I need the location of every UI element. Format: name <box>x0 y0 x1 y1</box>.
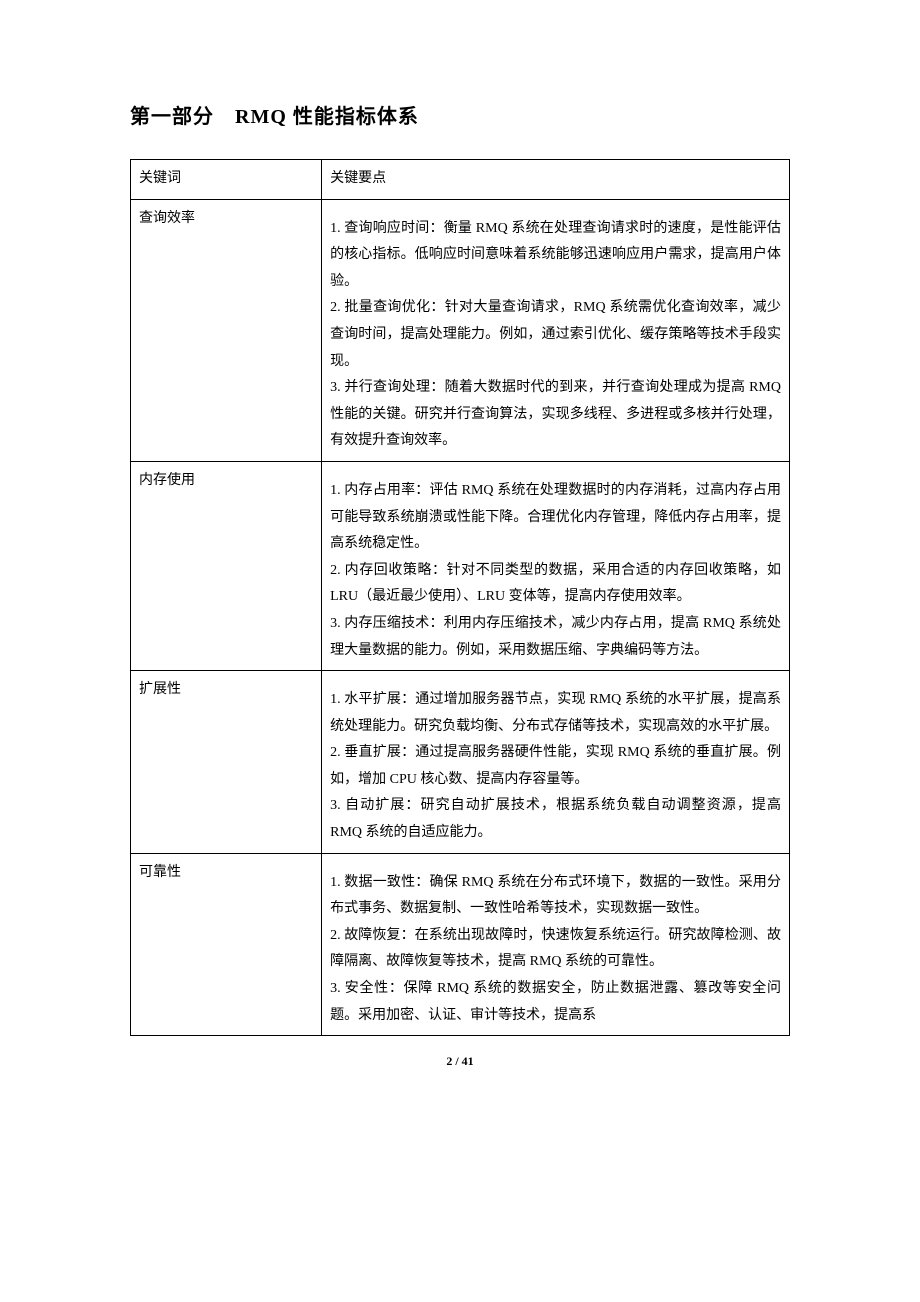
keyword-cell: 查询效率 <box>131 199 322 461</box>
content-cell: 1. 内存占用率：评估 RMQ 系统在处理数据时的内存消耗，过高内存占用可能导致… <box>322 461 790 670</box>
table-row: 可靠性 1. 数据一致性：确保 RMQ 系统在分布式环境下，数据的一致性。采用分… <box>131 853 790 1036</box>
content-text: 1. 查询响应时间：衡量 RMQ 系统在处理查询请求时的速度，是性能评估的核心指… <box>330 216 781 455</box>
content-text: 1. 水平扩展：通过增加服务器节点，实现 RMQ 系统的水平扩展，提高系统处理能… <box>330 687 781 847</box>
table-row: 内存使用 1. 内存占用率：评估 RMQ 系统在处理数据时的内存消耗，过高内存占… <box>131 461 790 670</box>
header-keyword: 关键词 <box>131 160 322 200</box>
content-cell: 1. 查询响应时间：衡量 RMQ 系统在处理查询请求时的速度，是性能评估的核心指… <box>322 199 790 461</box>
table-header-row: 关键词 关键要点 <box>131 160 790 200</box>
metrics-table: 关键词 关键要点 查询效率 1. 查询响应时间：衡量 RMQ 系统在处理查询请求… <box>130 159 790 1036</box>
table-row: 查询效率 1. 查询响应时间：衡量 RMQ 系统在处理查询请求时的速度，是性能评… <box>131 199 790 461</box>
content-text: 1. 内存占用率：评估 RMQ 系统在处理数据时的内存消耗，过高内存占用可能导致… <box>330 478 781 664</box>
content-cell: 1. 水平扩展：通过增加服务器节点，实现 RMQ 系统的水平扩展，提高系统处理能… <box>322 671 790 854</box>
section-title: 第一部分 RMQ 性能指标体系 <box>130 100 790 129</box>
header-keypoint: 关键要点 <box>322 160 790 200</box>
table-row: 扩展性 1. 水平扩展：通过增加服务器节点，实现 RMQ 系统的水平扩展，提高系… <box>131 671 790 854</box>
page-footer: 2 / 41 <box>130 1054 790 1069</box>
content-cell: 1. 数据一致性：确保 RMQ 系统在分布式环境下，数据的一致性。采用分布式事务… <box>322 853 790 1036</box>
total-pages: 41 <box>462 1054 474 1068</box>
keyword-cell: 内存使用 <box>131 461 322 670</box>
page-separator: / <box>452 1054 461 1068</box>
keyword-cell: 扩展性 <box>131 671 322 854</box>
content-text: 1. 数据一致性：确保 RMQ 系统在分布式环境下，数据的一致性。采用分布式事务… <box>330 870 781 1030</box>
keyword-cell: 可靠性 <box>131 853 322 1036</box>
